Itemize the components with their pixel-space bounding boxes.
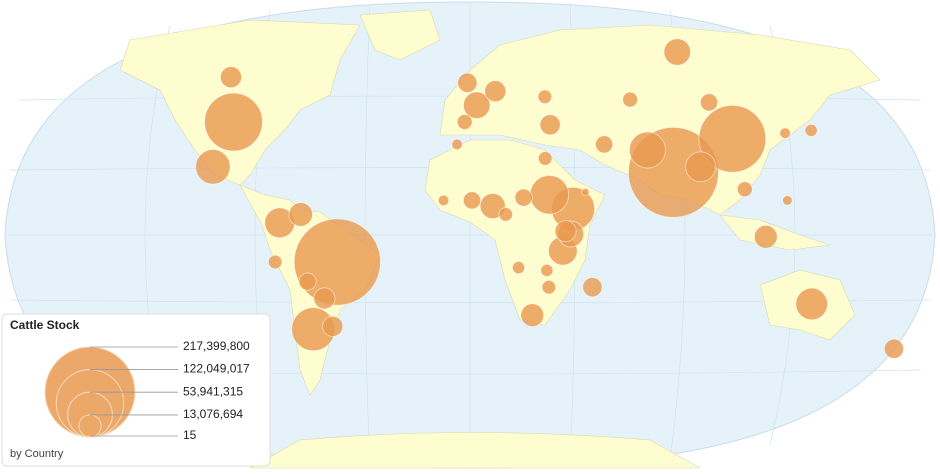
bubble (456, 114, 473, 130)
bubble (537, 89, 553, 105)
bubble (498, 207, 513, 222)
bubble (883, 338, 905, 359)
bubble (554, 220, 577, 243)
bubble (537, 151, 553, 166)
bubble (795, 287, 828, 321)
legend-label: 53,941,315 (183, 384, 243, 398)
bubble (219, 66, 242, 89)
bubble (293, 218, 381, 306)
bubble (457, 72, 478, 93)
bubble (699, 93, 719, 112)
bubble (204, 92, 263, 152)
bubble (288, 202, 313, 227)
bubble (451, 138, 463, 151)
legend-label: 217,399,800 (183, 339, 250, 353)
bubble (581, 187, 590, 197)
bubble (782, 195, 793, 206)
bubble (698, 104, 767, 173)
bubble-layer (195, 38, 905, 359)
bubble (514, 188, 533, 207)
legend-title: Cattle Stock (10, 318, 80, 332)
bubble (582, 277, 603, 298)
bubble (298, 272, 317, 291)
bubble (541, 279, 557, 295)
legend-label: 13,076,694 (183, 407, 243, 421)
bubble (462, 191, 482, 210)
bubble (595, 135, 614, 154)
bubble (736, 181, 753, 198)
legend-label: 15 (183, 428, 197, 442)
bubble (753, 224, 778, 249)
bubble (540, 263, 554, 277)
bubble (195, 149, 231, 185)
bubble (529, 175, 570, 215)
bubble (628, 131, 666, 169)
bubble (313, 287, 336, 310)
bubble (267, 254, 283, 270)
bubble (804, 123, 818, 137)
bubble (437, 194, 450, 207)
legend: Cattle Stock by Country 217,399,800 122,0… (1, 313, 271, 467)
bubble (622, 91, 639, 108)
bubble (663, 38, 691, 66)
bubble (539, 114, 561, 136)
bubble (484, 80, 507, 103)
bubble (520, 303, 545, 328)
bubble (322, 315, 344, 337)
legend-items: 217,399,800 122,049,017 53,941,315 13,076,6… (44, 339, 250, 442)
bubble (779, 127, 791, 139)
bubble (685, 151, 716, 183)
bubble (463, 91, 491, 119)
legend-subtitle: by Country (10, 448, 64, 460)
bubble (512, 261, 526, 275)
legend-label: 122,049,017 (183, 362, 250, 376)
